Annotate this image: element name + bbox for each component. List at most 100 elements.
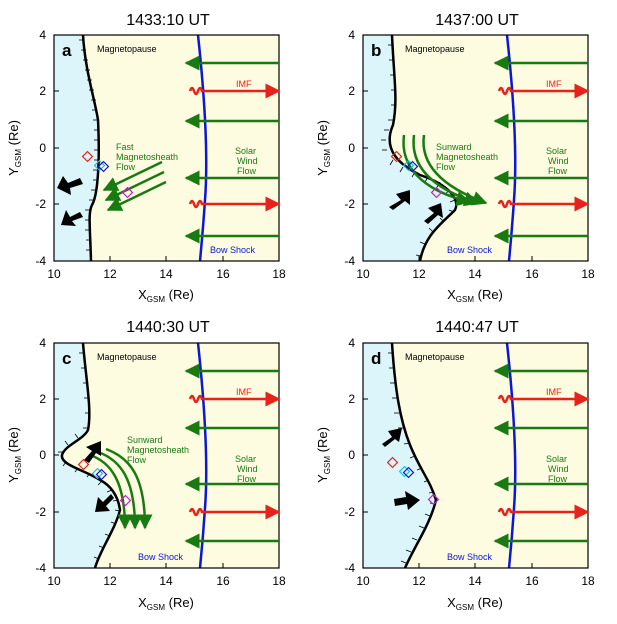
panel-d-title: 1440:47 UT: [435, 319, 519, 336]
panel-c-ticks: [53, 342, 280, 569]
y-tick-label: 4: [348, 336, 355, 350]
panel-a: 1433:10 UT: [6, 12, 286, 304]
spacecraft-marker-magenta: [427, 493, 440, 506]
x-tick-label: 18: [581, 574, 595, 588]
panel-d: 1440:47 UT 4 2 0 -2 -4: [315, 319, 595, 612]
panel-c: 1440:30 UT 4 2 0 -2: [6, 319, 286, 612]
y-axis-label: YGSM (Re): [6, 427, 23, 483]
panel-c-title: 1440:30 UT: [126, 319, 210, 336]
spacecraft-marker-magenta: [430, 186, 443, 199]
x-tick-label: 12: [412, 574, 426, 588]
x-tick-label: 12: [103, 574, 117, 588]
imf-label: IMF: [546, 79, 562, 89]
imf-arrows: [497, 83, 590, 212]
panel-a-ticks: [53, 34, 280, 262]
flow-label: Sunward Magnetosheath Flow: [127, 435, 189, 465]
x-tick-label: 16: [525, 267, 539, 281]
boundary-motion-arrow: [389, 190, 410, 210]
spacecraft-marker-blue: [97, 160, 110, 173]
x-tick-label: 10: [356, 267, 370, 281]
imf-arrows: [188, 83, 281, 212]
bow-shock-curve: [196, 35, 208, 261]
x-axis-label: XGSM (Re): [138, 287, 194, 304]
panel-b-ticks: [362, 34, 589, 262]
panel-letter: d: [371, 349, 381, 368]
y-tick-label: 0: [39, 448, 46, 462]
magnetosphere-region: [363, 35, 457, 261]
bow-shock-label: Bow Shock: [210, 245, 256, 255]
panel-letter: a: [62, 41, 72, 60]
bow-shock-label: Bow Shock: [138, 552, 184, 562]
x-tick-label: 14: [159, 574, 173, 588]
x-tick-label: 16: [216, 267, 230, 281]
panel-b: 1437:00 UT 4 2 0 -2: [315, 12, 595, 304]
bow-shock-curve: [505, 343, 517, 568]
bow-shock-label: Bow Shock: [447, 245, 493, 255]
panel-letter: c: [62, 349, 71, 368]
solar-wind-label: Solar Wind Flow: [546, 146, 569, 176]
panel-a-title: 1433:10 UT: [126, 12, 210, 29]
y-tick-label: 2: [348, 84, 355, 98]
magnetosphere-region: [54, 35, 99, 261]
x-tick-label: 14: [468, 574, 482, 588]
x-tick-label: 16: [216, 574, 230, 588]
y-tick-label: 0: [39, 141, 46, 155]
y-tick-label: 0: [348, 141, 355, 155]
x-tick-label: 14: [159, 267, 173, 281]
y-tick-label: 2: [39, 392, 46, 406]
magnetopause-label: Magnetopause: [405, 44, 465, 54]
solar-wind-arrows: [493, 363, 588, 549]
spacecraft-marker-magenta: [121, 186, 134, 199]
imf-arrows: [497, 391, 590, 520]
y-tick-label: -2: [35, 505, 46, 519]
spacecraft-marker-red: [390, 150, 403, 163]
y-axis-label: YGSM (Re): [6, 120, 23, 176]
x-tick-label: 18: [272, 574, 286, 588]
x-tick-label: 16: [525, 574, 539, 588]
x-tick-label: 10: [356, 574, 370, 588]
y-tick-label: 4: [39, 28, 46, 42]
solar-wind-arrows: [184, 55, 279, 244]
x-tick-label: 14: [468, 267, 482, 281]
panel-d-ticks: [362, 342, 589, 569]
spacecraft-marker-red: [81, 150, 94, 163]
y-tick-label: -2: [35, 197, 46, 211]
flow-label: Fast Magnetosheath Flow: [116, 142, 178, 172]
x-axis-label: XGSM (Re): [447, 595, 503, 612]
solar-wind-label: Solar Wind Flow: [235, 146, 258, 176]
y-tick-label: -4: [344, 254, 355, 268]
y-tick-label: 4: [39, 336, 46, 350]
boundary-motion-arrow: [84, 441, 101, 463]
panel-b-title: 1437:00 UT: [435, 12, 519, 29]
boundary-motion-arrow: [61, 210, 83, 226]
bow-shock-label: Bow Shock: [447, 552, 493, 562]
magnetopause-boundary: [388, 35, 458, 261]
solar-wind-arrows: [184, 363, 279, 549]
spacecraft-marker-blue: [95, 468, 108, 481]
magnetosphere-region: [54, 343, 120, 568]
imf-label: IMF: [236, 79, 252, 89]
magnetopause-hatching: [79, 39, 99, 251]
x-axis-label: XGSM (Re): [138, 595, 194, 612]
magnetosheath-flow-arrows: [89, 447, 153, 530]
spacecraft-marker-magenta: [119, 494, 132, 507]
y-axis-label: YGSM (Re): [315, 427, 332, 483]
bow-shock-curve: [505, 35, 517, 261]
boundary-motion-arrow: [57, 176, 83, 195]
boundary-motion-arrow: [424, 203, 443, 224]
y-tick-label: -4: [35, 561, 46, 575]
bow-shock-curve: [196, 343, 208, 568]
imf-label: IMF: [236, 387, 252, 397]
solar-wind-label: Solar Wind Flow: [546, 454, 569, 484]
spacecraft-marker-red: [77, 458, 90, 471]
y-tick-label: 2: [348, 392, 355, 406]
imf-arrows: [188, 391, 281, 520]
y-tick-label: -4: [35, 254, 46, 268]
boundary-motion-arrow: [394, 491, 420, 510]
spacecraft-marker-blue: [406, 160, 419, 173]
magnetosheath-flow-arrows: [402, 134, 488, 207]
magnetosphere-region: [363, 343, 436, 568]
x-tick-label: 10: [47, 267, 61, 281]
magnetopause-label: Magnetopause: [97, 352, 157, 362]
